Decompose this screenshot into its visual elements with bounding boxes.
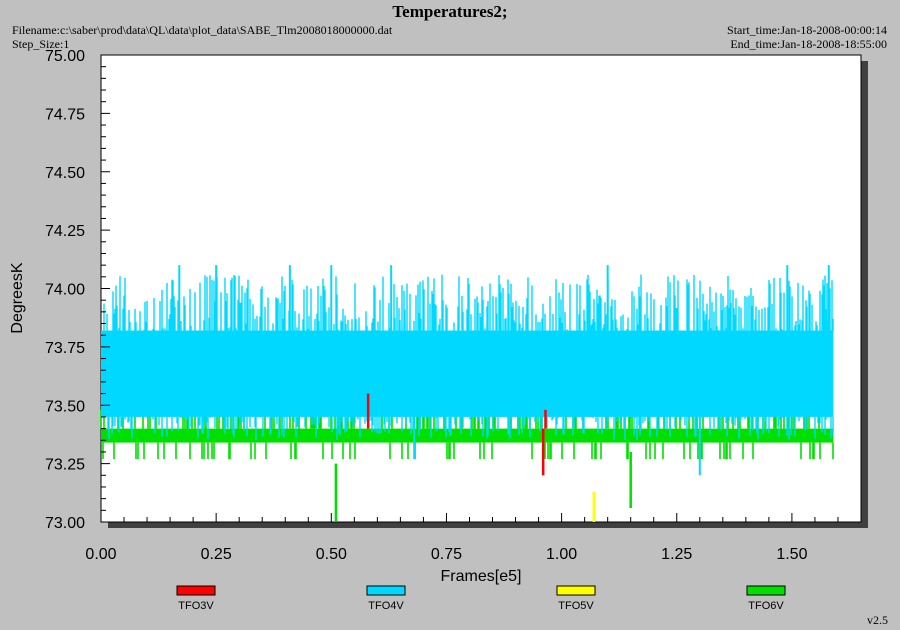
y-axis-label: DegreesK <box>9 262 26 333</box>
legend-swatch-tfo5v <box>556 585 596 596</box>
end-time-label: End_time:Jan-18-2008-18:55:00 <box>730 37 887 51</box>
legend-swatch-tfo3v <box>176 585 216 596</box>
plot-area <box>100 54 862 523</box>
x-tick-label-6: 1.50 <box>776 546 807 563</box>
axis-layer: 73.00 73.25 73.50 73.75 74.00 74.25 74.50 74.75… <box>45 48 862 563</box>
legend-swatch-tfo4v <box>366 585 406 596</box>
y-tick-label-2: 73.50 <box>45 398 85 415</box>
y-tick-label-1: 73.25 <box>45 457 85 474</box>
filename-label: Filename:c:\saber\prod\data\QL\data\plot… <box>12 23 393 37</box>
x-tick-label-4: 1.00 <box>546 546 577 563</box>
y-tick-label-6: 74.50 <box>45 165 85 182</box>
x-tick-label-3: 0.75 <box>431 546 462 563</box>
y-tick-label-3: 73.75 <box>45 340 85 357</box>
legend-label-tfo4v: TFO4V <box>368 600 404 612</box>
version-label: v2.5 <box>867 613 888 627</box>
x-tick-label-0: 0.00 <box>85 546 116 563</box>
y-tick-label-7: 74.75 <box>45 106 85 123</box>
series-band-tfo6v <box>101 428 834 443</box>
x-axis-label: Frames[e5] <box>441 568 522 585</box>
start-time-label: Start_time:Jan-18-2008-00:00:14 <box>727 23 887 37</box>
y-tick-label-0: 73.00 <box>45 515 85 532</box>
step-size-label: Step_Size:1 <box>12 37 70 51</box>
legend-swatch-tfo6v <box>746 585 786 596</box>
series-band-tfo4v <box>101 330 834 417</box>
x-tick-label-1: 0.25 <box>201 546 232 563</box>
legend-label-tfo5v: TFO5V <box>558 600 594 612</box>
legend-label-tfo6v: TFO6V <box>748 600 784 612</box>
legend: TFO3V TFO4V TFO5V TFO6V <box>176 585 786 612</box>
x-tick-label-2: 0.50 <box>316 546 347 563</box>
series-layer <box>100 265 834 522</box>
series-noise-tfo4v <box>103 274 834 441</box>
y-tick-label-5: 74.25 <box>45 223 85 240</box>
chart-title: Temperatures2; <box>392 2 508 21</box>
x-tick-label-5: 1.25 <box>661 546 692 563</box>
y-tick-label-4: 74.00 <box>45 282 85 299</box>
y-tick-label-8: 75.00 <box>45 48 85 65</box>
legend-label-tfo3v: TFO3V <box>178 600 214 612</box>
